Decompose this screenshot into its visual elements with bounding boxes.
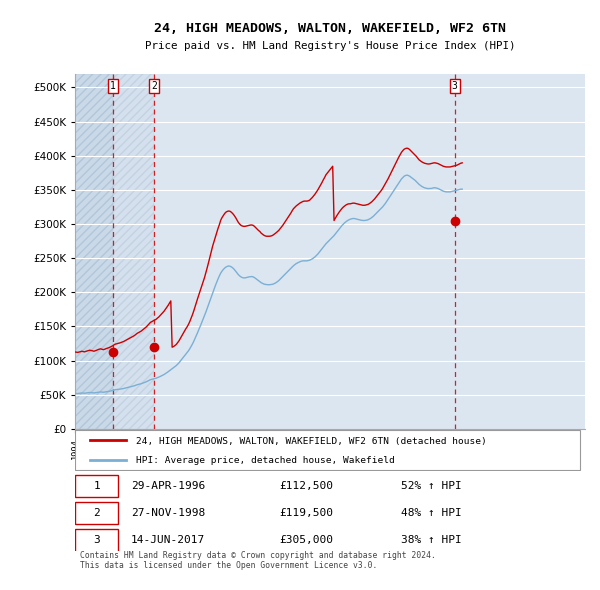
Text: 2: 2 [94,509,100,518]
Text: HPI: Average price, detached house, Wakefield: HPI: Average price, detached house, Wake… [136,456,395,465]
Text: 38% ↑ HPI: 38% ↑ HPI [401,536,462,546]
FancyBboxPatch shape [75,502,118,525]
Text: 48% ↑ HPI: 48% ↑ HPI [401,509,462,518]
Text: 2: 2 [151,81,157,91]
Bar [75,74,113,429]
Text: 1: 1 [94,481,100,491]
Text: 3: 3 [452,81,458,91]
FancyBboxPatch shape [75,475,118,497]
Text: £119,500: £119,500 [279,509,333,518]
Text: 29-APR-1996: 29-APR-1996 [131,481,205,491]
Text: 3: 3 [94,536,100,546]
FancyBboxPatch shape [75,430,580,470]
Text: 24, HIGH MEADOWS, WALTON, WAKEFIELD, WF2 6TN: 24, HIGH MEADOWS, WALTON, WAKEFIELD, WF2… [154,22,506,35]
Text: 1: 1 [110,81,116,91]
Bar [113,74,154,429]
Text: 24, HIGH MEADOWS, WALTON, WAKEFIELD, WF2 6TN (detached house): 24, HIGH MEADOWS, WALTON, WAKEFIELD, WF2… [136,437,487,445]
Text: Contains HM Land Registry data © Crown copyright and database right 2024.
This d: Contains HM Land Registry data © Crown c… [80,551,436,571]
Text: £112,500: £112,500 [279,481,333,491]
FancyBboxPatch shape [75,529,118,552]
Text: 14-JUN-2017: 14-JUN-2017 [131,536,205,546]
Text: 27-NOV-1998: 27-NOV-1998 [131,509,205,518]
Text: 52% ↑ HPI: 52% ↑ HPI [401,481,462,491]
Text: Price paid vs. HM Land Registry's House Price Index (HPI): Price paid vs. HM Land Registry's House … [145,41,515,51]
Text: £305,000: £305,000 [279,536,333,546]
